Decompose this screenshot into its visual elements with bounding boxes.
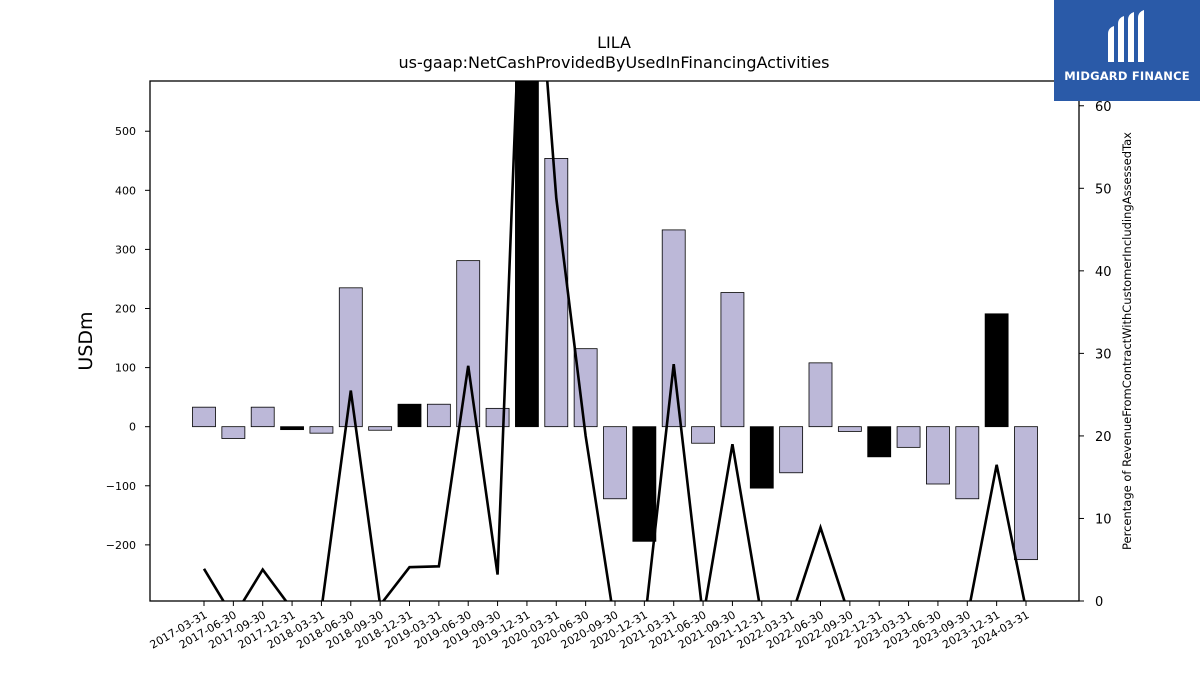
bar: [661, 229, 686, 428]
bar: [632, 426, 657, 542]
bar: [338, 287, 363, 428]
bar: [309, 426, 334, 434]
y-tick-label: −200: [106, 539, 136, 552]
y2-tick-label: 30: [1095, 347, 1112, 362]
y-tick-label: 300: [115, 243, 136, 256]
midgard-finance-logo: MIDGARD FINANCE: [1054, 0, 1200, 101]
y2-tick-label: 0: [1095, 595, 1103, 610]
bar: [515, 81, 539, 428]
y2-axis-label: Percentage of RevenueFromContractWithCus…: [1120, 132, 1134, 550]
y2-tick-label: 10: [1095, 512, 1112, 527]
chart-title: LILA: [597, 33, 631, 52]
logo-mark-icon: [1108, 10, 1144, 62]
bar: [1014, 426, 1038, 561]
bar: [984, 313, 1009, 428]
bar: [955, 426, 980, 500]
y-tick-label: 500: [115, 125, 136, 138]
bar: [896, 426, 921, 448]
bar: [397, 403, 422, 428]
line-series: [202, 81, 1026, 601]
bar: [456, 260, 481, 428]
bar: [485, 407, 510, 428]
y-tick-label: 0: [129, 421, 136, 434]
bar: [250, 406, 275, 428]
bar: [691, 426, 715, 444]
bar: [867, 426, 892, 458]
bar: [603, 426, 627, 500]
y2-tick-label: 40: [1095, 265, 1112, 280]
y-tick-label: 100: [115, 362, 136, 375]
y2-tick-label: 60: [1095, 100, 1112, 115]
bar: [426, 403, 451, 428]
bar: [749, 426, 774, 489]
bar: [368, 426, 393, 431]
bar: [221, 426, 246, 439]
bar: [837, 426, 862, 432]
y-axis-label: USDm: [75, 311, 97, 370]
bar: [926, 426, 950, 485]
bar: [779, 426, 804, 474]
bar: [192, 406, 216, 428]
y2-tick-label: 20: [1095, 430, 1112, 445]
ticks-layer: −200−10001002003004005000102030405060201…: [106, 100, 1112, 652]
bar: [280, 426, 304, 431]
bar: [720, 292, 745, 428]
y2-tick-label: 50: [1095, 182, 1112, 197]
y-tick-label: −100: [106, 480, 136, 493]
y-tick-label: 200: [115, 303, 136, 316]
plot-frame: [149, 80, 1080, 602]
chart-subtitle: us-gaap:NetCashProvidedByUsedInFinancing…: [398, 53, 829, 72]
logo-text: MIDGARD FINANCE: [1064, 69, 1190, 83]
bars-layer: [192, 81, 1038, 561]
line-layer: [202, 81, 1026, 601]
bar: [808, 362, 833, 428]
y-tick-label: 400: [115, 184, 136, 197]
